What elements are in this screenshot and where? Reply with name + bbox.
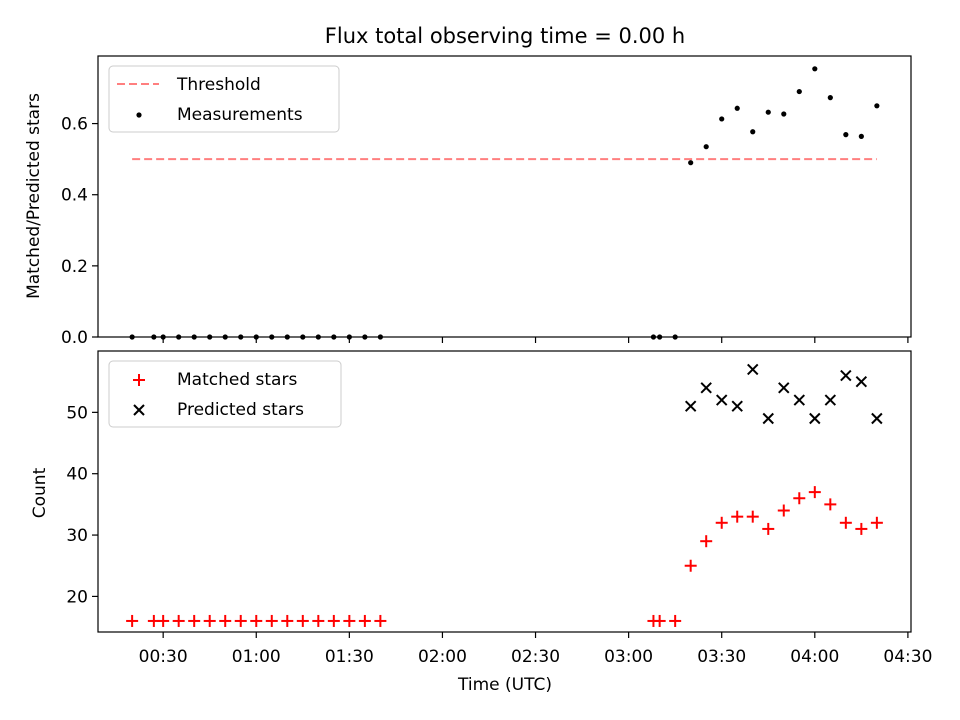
x-tick-label: 01:00 bbox=[232, 647, 281, 667]
top-y-ticks: 0.0 0.2 0.4 0.6 bbox=[61, 115, 98, 348]
top-plot-frame bbox=[97, 55, 912, 338]
measurement-point bbox=[719, 116, 725, 122]
x-axis-label: Time (UTC) bbox=[457, 675, 552, 695]
top-legend-box bbox=[108, 65, 340, 133]
predicted-star-point bbox=[747, 363, 759, 376]
matched-star-point bbox=[281, 614, 294, 627]
top-y-axis-label: Matched/Predicted stars bbox=[24, 93, 44, 299]
measurement-point bbox=[812, 66, 818, 72]
bottom-y-tick-label: 30 bbox=[66, 526, 88, 546]
measurement-point bbox=[858, 133, 864, 139]
matched-star-point bbox=[374, 614, 387, 627]
matched-star-point bbox=[296, 614, 309, 627]
bottom-y-tick-label: 20 bbox=[66, 587, 88, 607]
x-tick-label: 04:30 bbox=[883, 647, 932, 667]
matched-legend-swatch bbox=[133, 374, 145, 386]
measurement-point bbox=[874, 103, 880, 109]
matched-star-point bbox=[715, 516, 728, 529]
matched-star-point bbox=[126, 614, 139, 627]
predicted-star-point bbox=[716, 394, 728, 406]
predicted-star-point bbox=[809, 412, 821, 425]
bottom-y-tick-label: 40 bbox=[66, 465, 88, 485]
matched-star-point bbox=[700, 535, 713, 548]
bottom-y-axis-label: Count bbox=[30, 467, 50, 518]
matched-star-point bbox=[172, 614, 185, 627]
matched-star-point bbox=[839, 516, 852, 529]
bottom-legend: Matched stars Predicted stars bbox=[108, 360, 342, 428]
matched-star-point bbox=[653, 614, 666, 627]
bottom-y-tick-label: 50 bbox=[66, 403, 88, 423]
predicted-star-point bbox=[778, 382, 790, 394]
matched-star-point bbox=[343, 614, 356, 627]
matched-star-point bbox=[731, 510, 744, 523]
top-y-tick-label: 0.2 bbox=[61, 257, 88, 277]
threshold-legend-label: Threshold bbox=[176, 75, 261, 95]
matched-star-point bbox=[777, 504, 790, 517]
x-tick-label: 03:30 bbox=[697, 647, 746, 667]
matched-star-point bbox=[793, 492, 806, 505]
predicted-legend-swatch bbox=[133, 404, 145, 416]
matched-star-point bbox=[157, 614, 170, 627]
matched-star-point bbox=[855, 522, 868, 535]
predicted-star-point bbox=[871, 412, 883, 425]
matched-star-point bbox=[188, 614, 201, 627]
matched-star-point bbox=[762, 522, 775, 535]
bottom-y-ticks: 20 30 40 50 bbox=[66, 403, 98, 607]
predicted-star-point bbox=[731, 400, 743, 412]
matched-star-point bbox=[265, 614, 278, 627]
matched-star-point bbox=[824, 498, 837, 511]
matched-star-point bbox=[250, 614, 263, 627]
measurements-legend-label: Measurements bbox=[177, 105, 303, 125]
top-x-ticks bbox=[162, 337, 909, 343]
matched-star-point bbox=[870, 516, 883, 529]
bottom-x-ticks: 00:30 01:00 01:30 02:00 02:30 03:00 03:30 04:00… bbox=[139, 632, 932, 667]
measurement-point bbox=[765, 109, 771, 115]
top-y-tick-label: 0.4 bbox=[61, 186, 88, 206]
x-tick-label: 01:30 bbox=[325, 647, 374, 667]
x-tick-label: 02:30 bbox=[511, 647, 560, 667]
predicted-star-point bbox=[762, 412, 774, 425]
predicted-star-point bbox=[855, 375, 868, 388]
measurement-point bbox=[750, 129, 756, 135]
matched-star-point bbox=[808, 486, 821, 499]
matched-legend-label: Matched stars bbox=[177, 370, 297, 390]
matched-star-point bbox=[203, 614, 216, 627]
x-tick-label: 02:00 bbox=[418, 647, 467, 667]
predicted-star-point bbox=[700, 382, 712, 394]
predicted-star-point bbox=[684, 400, 697, 412]
x-tick-label: 00:30 bbox=[139, 647, 188, 667]
measurement-point bbox=[703, 144, 709, 150]
matched-star-point bbox=[234, 614, 247, 627]
measurement-point bbox=[796, 88, 802, 95]
predicted-star-point bbox=[840, 369, 852, 382]
predicted-legend-label: Predicted stars bbox=[177, 400, 304, 420]
matched-star-point bbox=[684, 559, 697, 572]
measurement-point bbox=[688, 160, 694, 166]
matched-star-point bbox=[358, 614, 371, 627]
measurement-point bbox=[827, 95, 833, 101]
matched-star-point bbox=[746, 510, 759, 523]
predicted-star-point bbox=[824, 394, 837, 406]
measurement-point bbox=[781, 111, 787, 117]
x-tick-label: 03:00 bbox=[604, 647, 653, 667]
bottom-plot-frame bbox=[97, 350, 912, 633]
bottom-legend-box bbox=[108, 360, 342, 428]
predicted-star-point bbox=[793, 394, 805, 406]
bottom-plot-area bbox=[126, 363, 883, 627]
measurement-point bbox=[843, 132, 849, 138]
measurement-point bbox=[734, 105, 740, 111]
top-panel: Flux total observing time = 0.00 h Match… bbox=[24, 24, 912, 348]
matched-star-point bbox=[312, 614, 325, 627]
matched-star-point bbox=[219, 614, 232, 627]
measurements-legend-swatch bbox=[136, 112, 142, 118]
matched-star-point bbox=[669, 614, 682, 627]
bottom-panel: Count Time (UTC) 20 30 40 50 00:30 01:00 01:3… bbox=[30, 350, 932, 695]
top-y-tick-label: 0.6 bbox=[61, 115, 88, 135]
top-legend: Threshold Measurements bbox=[108, 65, 340, 133]
x-tick-label: 04:00 bbox=[790, 647, 839, 667]
top-y-tick-label: 0.0 bbox=[61, 328, 88, 348]
chart-title: Flux total observing time = 0.00 h bbox=[325, 24, 685, 48]
matched-star-point bbox=[327, 614, 340, 627]
